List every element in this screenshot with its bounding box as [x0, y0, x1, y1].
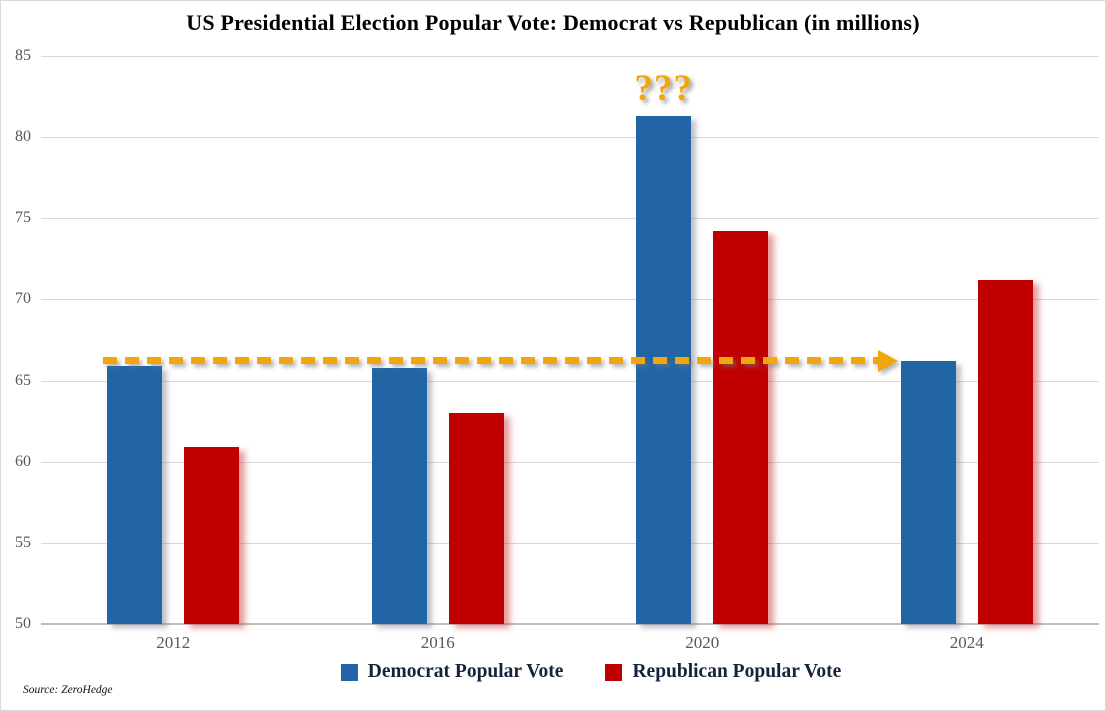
arrow-head-icon	[877, 350, 898, 373]
plot-area	[41, 56, 1099, 625]
chart-title: US Presidential Election Popular Vote: D…	[186, 10, 920, 35]
x-axis-line	[41, 623, 1099, 625]
legend-label: Democrat Popular Vote	[367, 661, 564, 682]
legend-label: Republican Popular Vote	[632, 661, 842, 682]
bar-2016-democrat	[371, 367, 427, 624]
gridline-80	[41, 137, 1099, 139]
bar-2016-republican	[448, 413, 504, 624]
gridline-65	[41, 380, 1099, 382]
bar-2024-democrat	[900, 361, 956, 624]
x-axis-label-2024: 2024	[949, 633, 984, 652]
source-note: Source: ZeroHedge	[23, 684, 113, 696]
bar-2020-republican	[713, 231, 769, 624]
republican-swatch-icon	[605, 663, 623, 681]
x-axis-label-2016: 2016	[420, 633, 455, 652]
gridline-55	[41, 542, 1099, 544]
legend-item-democrat: Democrat Popular Vote	[340, 661, 564, 683]
bar-2020-democrat	[636, 116, 692, 624]
legend-item-republican: Republican Popular Vote	[605, 661, 841, 683]
y-tick-label-50: 50	[15, 615, 31, 632]
y-tick-label-60: 60	[15, 452, 31, 470]
y-tick-label-80: 80	[15, 128, 31, 146]
y-tick-label-75: 75	[15, 209, 31, 227]
x-axis-label-2020: 2020	[685, 633, 720, 652]
gridline-85	[41, 56, 1099, 57]
y-tick-label-55: 55	[15, 533, 31, 551]
gridline-75	[41, 218, 1099, 220]
dashed-arrow-line	[103, 357, 878, 365]
bar-2012-republican	[184, 447, 240, 624]
democrat-swatch-icon	[340, 663, 358, 681]
question-marks-annotation: ???	[634, 68, 693, 110]
bar-2024-republican	[977, 279, 1033, 624]
gridline-60	[41, 461, 1099, 463]
y-axis-labels: 85 80 75 70 65 60 55 50	[1, 48, 31, 632]
y-tick-label-65: 65	[15, 371, 31, 389]
legend: Democrat Popular Vote Republican Popular …	[39, 661, 1105, 683]
x-axis-label-2012: 2012	[156, 633, 191, 652]
y-tick-label-70: 70	[15, 290, 31, 308]
gridline-70	[41, 299, 1099, 301]
y-tick-label-85: 85	[15, 47, 31, 64]
bar-2012-democrat	[107, 365, 163, 624]
